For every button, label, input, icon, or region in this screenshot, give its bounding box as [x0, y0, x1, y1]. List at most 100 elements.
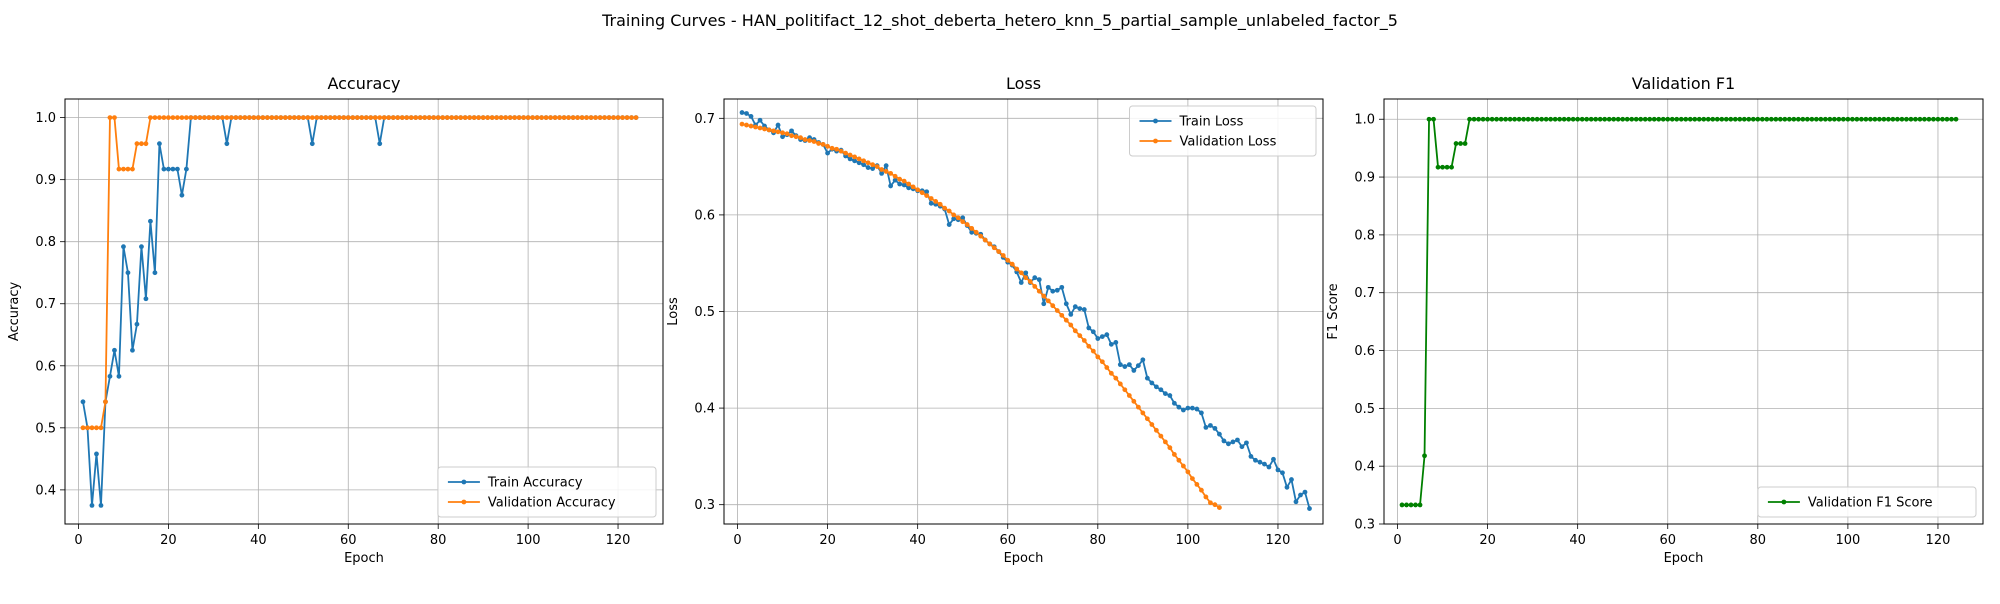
validation-loss-legend-label: Validation Loss: [1180, 135, 1277, 150]
validation-f1-score-point: [1881, 116, 1887, 122]
validation-f1-score-point: [1854, 116, 1860, 122]
validation-f1-x-tick-label: 80: [1750, 533, 1767, 548]
validation-loss-point: [879, 167, 885, 172]
validation-loss-point: [1126, 393, 1132, 398]
train-accuracy-legend-label: Train Accuracy: [487, 476, 583, 491]
validation-accuracy-point: [264, 115, 270, 121]
train-loss-point: [883, 163, 889, 169]
loss-panel: 0 20 40 60 80 100 120 0.3 0.4 0.5 0.6 0.7 Loss Epoch L…: [666, 74, 1324, 566]
validation-loss-point: [937, 201, 943, 207]
validation-loss-point: [955, 215, 961, 221]
validation-f1-score-point: [1719, 116, 1725, 122]
validation-loss-point: [1185, 469, 1191, 475]
validation-accuracy-series: [80, 115, 639, 431]
validation-f1-score-point: [1917, 116, 1923, 122]
validation-accuracy-legend-marker: [461, 499, 467, 505]
validation-f1-x-axis-label: Epoch: [1664, 551, 1704, 566]
validation-loss-series: [739, 121, 1222, 510]
validation-loss-point: [1158, 433, 1164, 439]
train-accuracy-point: [161, 166, 167, 172]
train-loss-point: [847, 156, 853, 162]
validation-accuracy-point: [143, 141, 149, 147]
validation-f1-score-point: [1647, 116, 1653, 122]
train-accuracy-point: [130, 347, 135, 353]
validation-f1-y-tick-label: 0.9: [1354, 171, 1375, 186]
validation-f1-score-point: [1705, 116, 1711, 122]
validation-accuracy-point: [175, 115, 180, 121]
validation-loss-point: [973, 229, 979, 235]
accuracy-axes-frame: [64, 98, 664, 525]
validation-loss-legend-marker: [1153, 138, 1158, 144]
validation-loss-point: [888, 170, 894, 176]
accuracy-legend-box: [437, 466, 657, 518]
validation-f1-y-tick-label: 0.5: [1354, 402, 1375, 417]
validation-f1-score-point: [1494, 116, 1499, 122]
loss-y-tick-label: 0.5: [694, 305, 715, 320]
accuracy-plot-area: [65, 99, 663, 524]
validation-f1-score-point: [1674, 116, 1680, 122]
train-accuracy-point: [184, 166, 189, 172]
validation-f1-score-point: [1525, 116, 1531, 122]
validation-accuracy-point: [98, 425, 104, 431]
train-loss-point: [744, 111, 749, 116]
train-accuracy-point: [98, 502, 104, 508]
validation-accuracy-point: [107, 115, 113, 121]
validation-loss-point: [784, 131, 790, 137]
validation-accuracy-point: [530, 115, 536, 121]
train-loss-point: [1194, 406, 1200, 412]
train-accuracy-point: [89, 502, 95, 508]
validation-loss-point: [1194, 482, 1200, 487]
train-loss-point: [1307, 506, 1312, 511]
validation-accuracy-legend-label: Validation Accuracy: [488, 496, 616, 511]
validation-f1-score-point: [1552, 116, 1558, 122]
validation-loss-point: [775, 129, 781, 135]
validation-accuracy-point: [417, 115, 423, 121]
train-loss-legend-marker: [1153, 118, 1158, 124]
train-loss-point: [825, 150, 830, 156]
validation-f1-score-point: [1944, 116, 1950, 122]
validation-loss-point: [1045, 298, 1051, 304]
validation-loss-point: [1023, 275, 1029, 281]
validation-f1-score-point: [1741, 116, 1747, 122]
train-loss-point: [1244, 440, 1249, 446]
train-loss-point: [1144, 375, 1150, 381]
validation-f1-score-point: [1467, 116, 1472, 122]
validation-loss-point: [847, 152, 853, 158]
validation-loss-point: [852, 154, 858, 160]
validation-loss-point: [1162, 439, 1168, 445]
validation-f1-score-point: [1710, 116, 1716, 122]
validation-loss-point: [1009, 261, 1015, 267]
validation-accuracy-point: [323, 115, 329, 121]
validation-f1-x-tick-label: 60: [1659, 533, 1676, 548]
validation-f1-score-point: [1940, 116, 1945, 122]
validation-f1-legend: Validation F1 Score: [1757, 486, 1977, 518]
validation-accuracy-point: [309, 115, 315, 121]
validation-f1-score-point: [1507, 116, 1513, 122]
train-loss-point: [1162, 391, 1168, 396]
validation-loss-point: [897, 176, 903, 182]
validation-accuracy-point: [453, 115, 459, 121]
validation-loss-point: [1122, 387, 1128, 393]
accuracy-x-tick-label: 40: [250, 533, 267, 548]
validation-accuracy-point: [139, 141, 144, 147]
validation-accuracy-point: [103, 399, 108, 405]
validation-f1-score-point: [1606, 116, 1612, 122]
train-loss-point: [1171, 400, 1177, 406]
validation-accuracy-point: [201, 115, 207, 121]
validation-accuracy-point: [224, 115, 230, 121]
validation-f1-score-point: [1453, 141, 1459, 146]
validation-f1-score-point: [1926, 116, 1932, 122]
train-loss-point: [1230, 439, 1236, 445]
validation-f1-score-point: [1899, 116, 1905, 122]
validation-accuracy-point: [233, 115, 239, 121]
train-loss-point: [1099, 334, 1105, 340]
validation-f1-score-point: [1863, 116, 1869, 122]
validation-loss-point: [820, 142, 826, 147]
validation-accuracy-point: [305, 115, 311, 121]
loss-x-tick-label: 20: [819, 533, 836, 548]
validation-accuracy-point: [444, 115, 450, 121]
validation-f1-score-point: [1935, 116, 1941, 122]
validation-accuracy-point: [206, 115, 212, 121]
validation-f1-score-point: [1872, 116, 1878, 122]
accuracy-y-tick-label: 0.6: [35, 359, 56, 374]
